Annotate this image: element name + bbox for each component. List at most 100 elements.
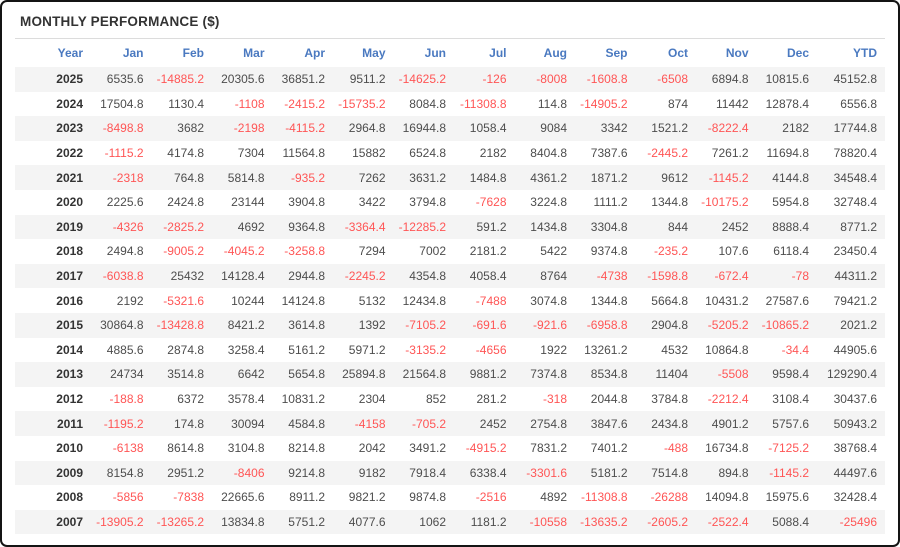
divider <box>15 38 885 39</box>
value-cell: 114.8 <box>537 96 567 111</box>
column-header-dec: Dec <box>786 46 809 60</box>
value-cell: 281.2 <box>476 392 507 407</box>
value-cell: -126 <box>482 72 507 87</box>
year-cell: 2024 <box>56 96 83 111</box>
value-cell: 2225.6 <box>106 195 144 210</box>
column-header-ytd: YTD <box>853 46 877 60</box>
value-cell: 7294 <box>358 244 386 259</box>
value-cell: 6372 <box>177 392 204 407</box>
header-row: Year Jan Feb Mar Apr May Jun Jul Aug Sep Oct Nov Dec… <box>15 39 885 67</box>
value-cell: -13635.2 <box>580 514 628 529</box>
value-cell: 2434.8 <box>651 416 688 431</box>
value-cell: -2522.4 <box>707 514 749 529</box>
value-cell: 7261.2 <box>711 146 749 161</box>
value-cell: 14094.8 <box>705 490 749 505</box>
value-cell: -14625.2 <box>398 72 446 87</box>
value-cell: 6894.8 <box>711 72 749 87</box>
table-row: 2009 8154.8 2951.2 -8406 9214.8 9182 7918.4 633… <box>15 460 885 486</box>
value-cell: 3422 <box>358 195 386 210</box>
value-cell: 11442 <box>716 96 749 111</box>
value-cell: 3904.8 <box>288 195 325 210</box>
value-cell: 1434.8 <box>530 219 567 234</box>
year-cell: 2015 <box>56 318 83 333</box>
value-cell: 2951.2 <box>167 465 204 480</box>
value-cell: 1344.8 <box>590 293 628 308</box>
column-header-aug: Aug <box>543 46 567 60</box>
value-cell: 44497.6 <box>833 465 877 480</box>
value-cell: 3514.8 <box>167 367 204 382</box>
value-cell: 5654.8 <box>288 367 325 382</box>
value-cell: 7514.8 <box>651 465 688 480</box>
value-cell: 9881.2 <box>469 367 507 382</box>
value-cell: 5751.2 <box>288 514 325 529</box>
value-cell: 2021.2 <box>840 318 877 333</box>
value-cell: 10864.8 <box>705 342 749 357</box>
value-cell: -672.4 <box>714 269 749 284</box>
value-cell: -78 <box>791 269 809 284</box>
value-cell: 1922 <box>540 342 567 357</box>
value-cell: -2825.2 <box>163 219 204 234</box>
value-cell: -4045.2 <box>223 244 265 259</box>
value-cell: -5508 <box>717 367 749 382</box>
year-cell: 2017 <box>56 269 83 284</box>
value-cell: 4354.8 <box>409 269 446 284</box>
table-row: 2024 17504.8 1130.4 -1108 -2415.2 -15735.2 808… <box>15 91 885 117</box>
value-cell: 6556.8 <box>840 96 877 111</box>
value-cell: -318 <box>542 392 567 407</box>
value-cell: -10558 <box>529 514 567 529</box>
table-row: 2010 -6138 8614.8 3104.8 8214.8 2042 3491.2 -49… <box>15 435 885 461</box>
year-cell: 2019 <box>56 219 83 234</box>
value-cell: -3301.6 <box>526 465 567 480</box>
value-cell: 12434.8 <box>402 293 446 308</box>
value-cell: -2318 <box>112 170 144 185</box>
value-cell: 3614.8 <box>288 318 325 333</box>
value-cell: 764.8 <box>173 170 204 185</box>
column-header-nov: Nov <box>725 46 749 60</box>
value-cell: -1145.2 <box>769 465 809 480</box>
value-cell: 14128.4 <box>221 269 265 284</box>
value-cell: 20305.6 <box>221 72 265 87</box>
value-cell: 5664.8 <box>651 293 688 308</box>
year-cell: 2018 <box>56 244 83 259</box>
table-row: 2021 -2318 764.8 5814.8 -935.2 7262 3631.2 1484… <box>15 165 885 190</box>
value-cell: -10865.2 <box>761 318 809 333</box>
column-header-oct: Oct <box>667 46 688 60</box>
value-cell: 4692 <box>237 219 265 234</box>
value-cell: 4892 <box>540 490 567 505</box>
value-cell: -26288 <box>650 490 688 505</box>
value-cell: 2042 <box>358 441 386 456</box>
value-cell: 44905.6 <box>833 342 877 357</box>
value-cell: 10831.2 <box>281 392 325 407</box>
year-cell: 2008 <box>56 490 83 505</box>
value-cell: 3258.4 <box>227 342 265 357</box>
value-cell: 3104.8 <box>227 441 265 456</box>
value-cell: 2304 <box>358 392 386 407</box>
value-cell: 2904.8 <box>651 318 688 333</box>
table-row: 2011 -1195.2 174.8 30094 4584.8 -4158 -705.2 24… <box>15 411 885 436</box>
value-cell: 7304 <box>237 146 265 161</box>
value-cell: 9084 <box>540 121 567 136</box>
value-cell: 38768.4 <box>833 441 877 456</box>
column-header-jul: Jul <box>489 46 507 60</box>
panel-title: MONTHLY PERFORMANCE ($) <box>20 14 220 29</box>
value-cell: 30864.8 <box>100 318 144 333</box>
value-cell: -7105.2 <box>405 318 446 333</box>
value-cell: 129290.4 <box>826 367 877 382</box>
value-cell: 9874.8 <box>409 490 446 505</box>
value-cell: 2754.8 <box>530 416 567 431</box>
value-cell: 874 <box>667 96 688 111</box>
value-cell: -7628 <box>475 195 507 210</box>
value-cell: -4915.2 <box>465 441 507 456</box>
value-cell: 6535.6 <box>106 72 144 87</box>
value-cell: 10431.2 <box>705 293 749 308</box>
value-cell: 7401.2 <box>590 441 628 456</box>
value-cell: 852 <box>425 392 446 407</box>
value-cell: 7002 <box>419 244 446 259</box>
value-cell: 8771.2 <box>840 219 877 234</box>
year-cell: 2012 <box>56 392 83 407</box>
value-cell: 7387.6 <box>590 146 628 161</box>
value-cell: 8888.4 <box>772 219 809 234</box>
value-cell: 3682 <box>177 121 204 136</box>
table-row: 2022 -1115.2 4174.8 7304 11564.8 15882 6524.8 2… <box>15 140 885 166</box>
value-cell: -12285.2 <box>398 219 446 234</box>
